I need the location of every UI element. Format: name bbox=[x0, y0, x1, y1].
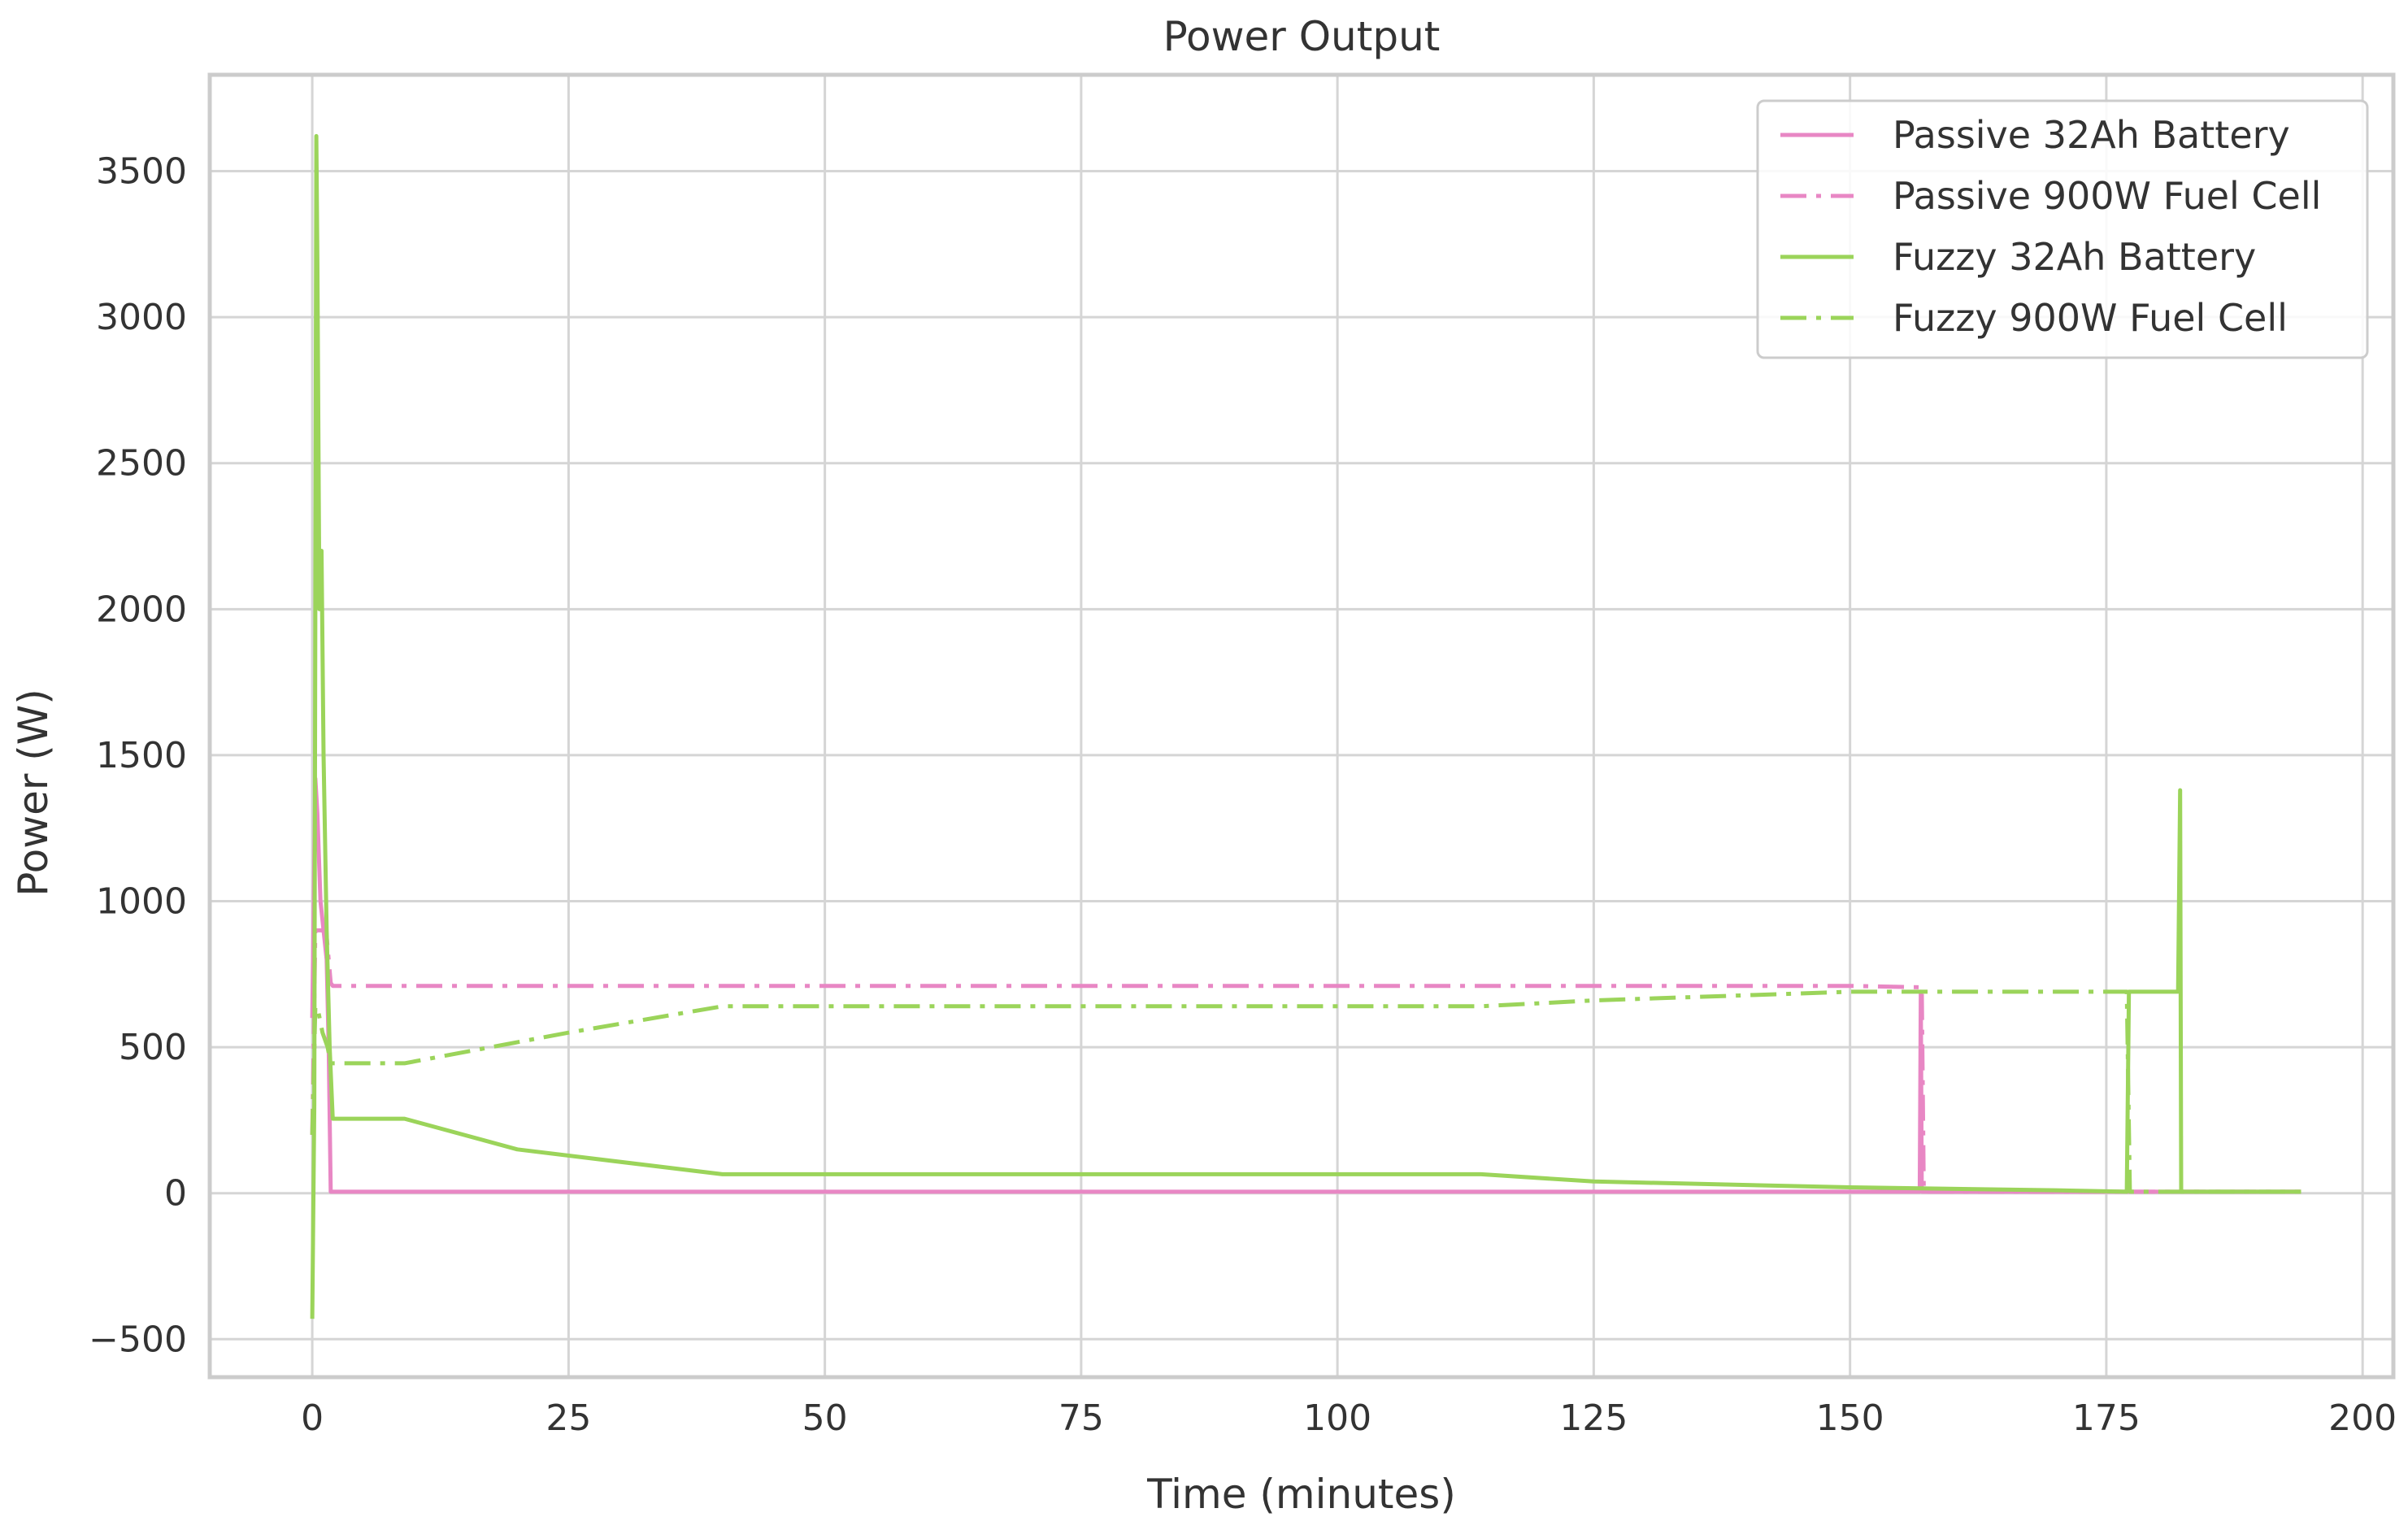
series-line-4 bbox=[310, 989, 2302, 1194]
y-tick-label: 3500 bbox=[96, 151, 187, 193]
x-tick-label: 150 bbox=[1816, 1397, 1884, 1439]
legend-label: Passive 900W Fuel Cell bbox=[1893, 174, 2321, 218]
plot-frame bbox=[207, 72, 2396, 1380]
x-tick-label: 100 bbox=[1303, 1397, 1371, 1439]
legend-box bbox=[1756, 99, 2369, 359]
x-tick-label: 175 bbox=[2072, 1397, 2141, 1439]
series-line-1 bbox=[310, 776, 2302, 1194]
legend-label: Fuzzy 900W Fuel Cell bbox=[1893, 296, 2288, 340]
y-tick-label: 0 bbox=[164, 1173, 187, 1215]
y-tick-label: 1500 bbox=[96, 735, 187, 776]
y-tick-label: 1000 bbox=[96, 881, 187, 923]
x-tick-label: 25 bbox=[545, 1397, 591, 1439]
y-tick-label: −500 bbox=[89, 1319, 187, 1360]
series-layer bbox=[310, 133, 2302, 1319]
chart-title: Power Output bbox=[1163, 13, 1441, 60]
y-tick-label: 3000 bbox=[96, 297, 187, 338]
y-tick-label: 2500 bbox=[96, 443, 187, 485]
series-line-2 bbox=[310, 928, 2302, 1194]
x-tick-label: 75 bbox=[1058, 1397, 1104, 1439]
legend-label: Passive 32Ah Battery bbox=[1893, 113, 2290, 157]
series-line-3 bbox=[310, 133, 2302, 1319]
x-tick-label: 50 bbox=[802, 1397, 848, 1439]
tick-layer: 0 25 50 75 100 125 150 175 200 −500 0 500 1000 1500 20… bbox=[89, 151, 2397, 1439]
y-tick-label: 500 bbox=[119, 1027, 187, 1068]
x-tick-label: 0 bbox=[301, 1397, 324, 1439]
y-axis-label: Power (W) bbox=[10, 689, 57, 897]
x-axis-label: Time (minutes) bbox=[1146, 1471, 1456, 1518]
legend: Passive 32Ah Battery Passive 900W Fuel Ce… bbox=[1756, 99, 2369, 359]
x-tick-label: 125 bbox=[1559, 1397, 1628, 1439]
legend-label: Fuzzy 32Ah Battery bbox=[1893, 235, 2256, 279]
x-tick-label: 200 bbox=[2328, 1397, 2397, 1439]
y-tick-label: 2000 bbox=[96, 589, 187, 630]
